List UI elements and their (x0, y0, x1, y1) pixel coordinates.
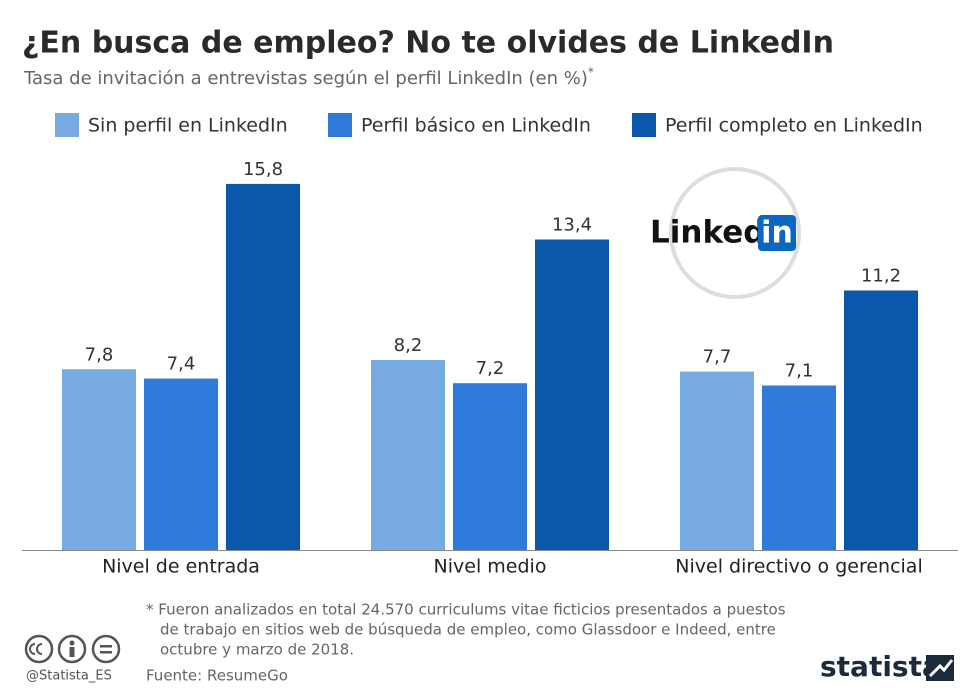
value-label: 15,8 (243, 159, 283, 180)
value-label: 7,8 (85, 344, 114, 365)
x-tick-label: Nivel directivo o gerencial (675, 556, 922, 578)
legend-swatch (328, 113, 352, 137)
subtitle-mark: * (588, 65, 594, 79)
icon (24, 634, 54, 664)
x-tick-label: Nivel medio (434, 556, 547, 578)
footnote: octubre y marzo de 2018. (160, 641, 354, 659)
brand: statista (820, 650, 941, 683)
logo-circle (669, 167, 801, 299)
subtitle-text: Tasa de invitación a entrevistas según e… (23, 68, 588, 89)
chart-subtitle: Tasa de invitación a entrevistas según e… (23, 65, 594, 90)
linkedin-logo: Linked in (650, 167, 801, 299)
footnote: * Fueron analizados en total 24.570 curr… (146, 601, 786, 619)
icon (100, 651, 112, 654)
brand-icon (928, 659, 954, 678)
icon (69, 640, 75, 646)
value-label: 7,2 (476, 358, 505, 379)
value-label: 7,7 (703, 347, 732, 368)
legend-swatch (632, 113, 656, 137)
bar (144, 378, 218, 550)
value-label: 11,2 (861, 265, 901, 286)
license-icons (24, 634, 121, 664)
bar (226, 183, 300, 550)
bar (62, 369, 136, 550)
bar (371, 360, 445, 550)
icon (29, 643, 43, 655)
legend-label: Perfil completo en LinkedIn (665, 115, 923, 137)
footnote: de trabajo en sitios web de búsqueda de … (160, 621, 776, 639)
legend-swatch (55, 113, 79, 137)
value-label: 7,1 (785, 360, 814, 381)
icon (91, 634, 121, 664)
bar (680, 371, 754, 550)
source: Fuente: ResumeGo (146, 667, 288, 685)
logo-text: Linked (650, 215, 765, 251)
bar (535, 239, 609, 550)
x-tick-label: Nivel de entrada (102, 556, 260, 578)
handle: @Statista_ES (26, 669, 112, 684)
logo-box (758, 215, 796, 251)
icon (100, 645, 112, 648)
icon (69, 647, 75, 657)
bar (844, 290, 918, 550)
bar (453, 383, 527, 550)
value-label: 7,4 (167, 354, 196, 375)
chart-title: ¿En busca de empleo? No te olvides de Li… (22, 26, 834, 61)
value-label: 13,4 (552, 215, 592, 236)
logo-text: in (761, 216, 793, 251)
icon (57, 634, 87, 664)
bar (762, 385, 836, 550)
legend-label: Perfil básico en LinkedIn (361, 115, 591, 137)
value-label: 8,2 (394, 335, 423, 356)
legend-label: Sin perfil en LinkedIn (88, 115, 288, 137)
